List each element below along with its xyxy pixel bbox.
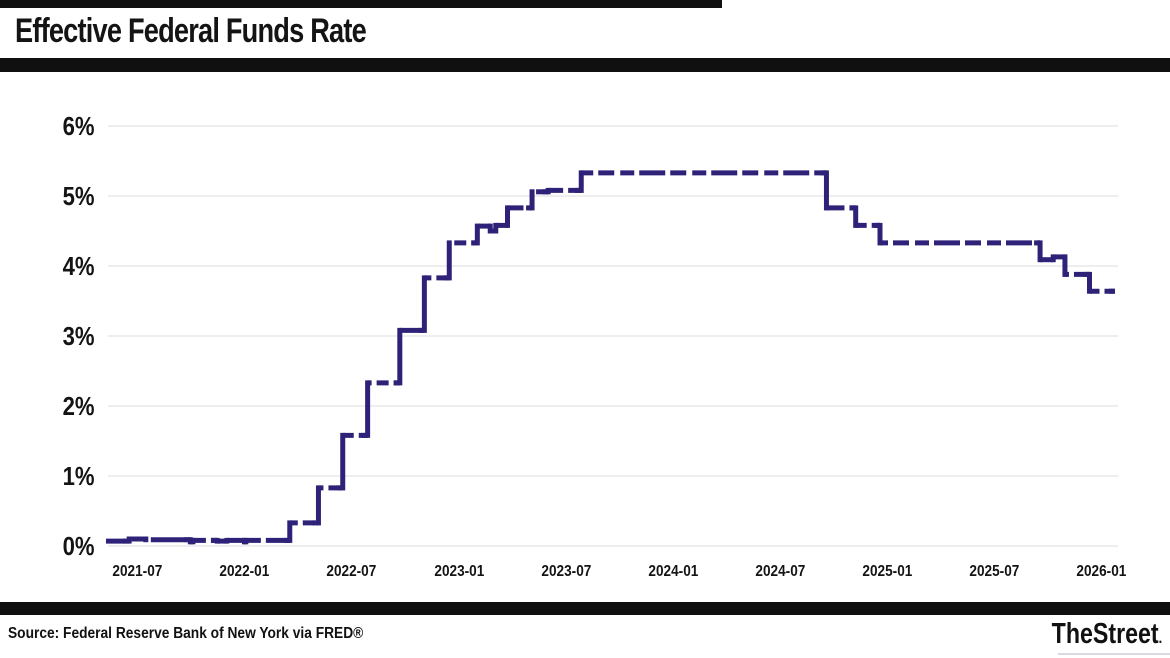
y-tick-label: 6% [63,111,95,141]
x-tick-label: 2023-01 [433,563,484,580]
y-tick-label: 5% [63,181,95,211]
y-tick-label: 2% [63,391,95,421]
brand-logo: TheStreet. [1051,618,1162,651]
y-tick-label: 4% [63,251,95,281]
x-tick-label: 2023-07 [541,563,591,580]
x-tick-label: 2022-01 [219,563,270,580]
x-tick-label: 2026-01 [1076,563,1127,580]
x-tick-label: 2021-07 [112,563,163,580]
chart-area: 0% 1% 2% 3% 4% 5% 6% 2021-07 2022-01 2022-07 2023… [0,72,1170,602]
x-tick-label: 2024-07 [755,563,806,580]
y-tick-label: 3% [63,321,95,351]
footer-divider-bar [0,602,1170,615]
x-tick-label: 2025-01 [862,563,913,580]
brand-text: TheStreet [1051,618,1159,650]
brand-underline [1058,653,1170,655]
y-tick-label: 0% [63,531,95,561]
title-divider-bar [0,58,1170,72]
x-tick-label: 2022-07 [326,563,377,580]
page-title: Effective Federal Funds Rate [15,12,367,50]
source-note: Source: Federal Reserve Bank of New York… [8,625,364,642]
x-tick-label: 2024-01 [648,563,699,580]
top-accent-bar [0,0,722,8]
brand-period: . [1158,630,1162,647]
x-tick-label: 2025-07 [969,563,1020,580]
y-tick-label: 1% [63,461,95,491]
